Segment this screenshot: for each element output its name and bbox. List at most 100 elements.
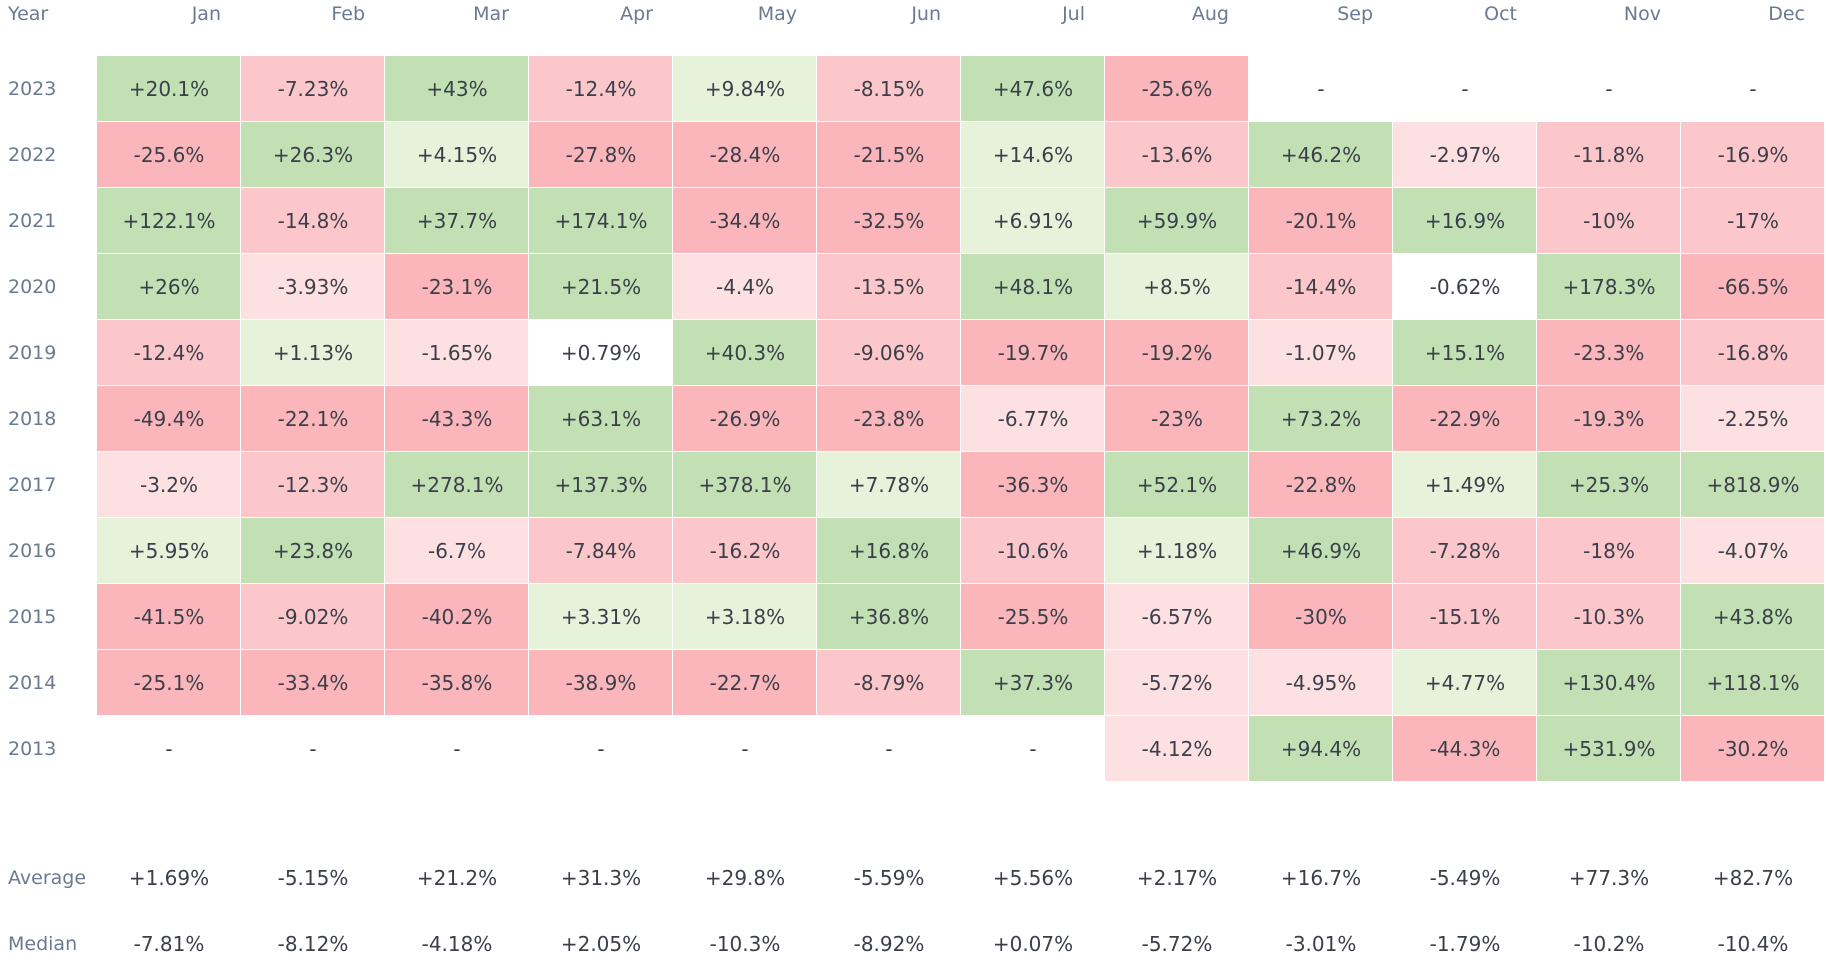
cell-value: -4.07% [1718,539,1789,563]
cell-value: -20.1% [1286,209,1357,233]
cell-value: -4.4% [716,275,774,299]
heatmap-cell [1105,188,1248,253]
heatmap-cell [385,452,528,517]
heatmap-cell [1681,254,1824,319]
heatmap-cell [97,188,240,253]
heatmap-cell [817,188,960,253]
heatmap-cell [385,122,528,187]
heatmap-cell [961,320,1104,385]
summary-value: -7.81% [134,932,205,956]
heatmap-cell [1105,584,1248,649]
summary-value: +0.07% [993,932,1073,956]
cell-value: +40.3% [705,341,785,365]
heatmap-cell [1537,188,1680,253]
heatmap-cell [673,56,816,121]
summary-value: +1.69% [129,866,209,890]
cell-value: -23.3% [1574,341,1645,365]
heatmap-cell [1249,254,1392,319]
heatmap-cell [1393,518,1536,583]
cell-value: -22.9% [1430,407,1501,431]
heatmap-cell [961,584,1104,649]
cell-value: +46.2% [1281,143,1361,167]
row-label-2013: 2013 [8,738,56,760]
heatmap-cell [241,320,384,385]
summary-value: -5.59% [854,866,925,890]
heatmap-cell [961,56,1104,121]
cell-value: -9.06% [854,341,925,365]
cell-value: -10% [1583,209,1635,233]
cell-value: +4.15% [417,143,497,167]
heatmap-cell [385,650,528,715]
cell-value: +63.1% [561,407,641,431]
cell-value: -23.1% [422,275,493,299]
cell-value: -0.62% [1430,275,1501,299]
heatmap-cell [673,452,816,517]
cell-value: - [1461,77,1468,101]
heatmap-cell [1393,584,1536,649]
heatmap-cell [97,386,240,451]
cell-value: +174.1% [554,209,647,233]
cell-value: +118.1% [1706,671,1799,695]
cell-value: - [1749,77,1756,101]
summary-value: +31.3% [561,866,641,890]
cell-value: -10.6% [998,539,1069,563]
cell-value: +26.3% [273,143,353,167]
heatmap-cell [1105,386,1248,451]
cell-value: +26% [138,275,199,299]
column-header-jun: Jun [910,3,941,25]
cell-value: - [1317,77,1324,101]
cell-value: -13.5% [854,275,925,299]
heatmap-cell [385,320,528,385]
summary-value: -5.72% [1142,932,1213,956]
heatmap-cell [1249,584,1392,649]
heatmap-cell [1249,650,1392,715]
row-label-2017: 2017 [8,474,56,496]
heatmap-cell [1249,386,1392,451]
cell-value: +36.8% [849,605,929,629]
cell-value: +137.3% [554,473,647,497]
cell-value: +0.79% [561,341,641,365]
heatmap-cell [1393,452,1536,517]
summary-value: +5.56% [993,866,1073,890]
column-header-jan: Jan [191,3,221,25]
cell-value: -14.8% [278,209,349,233]
heatmap-cell [1681,650,1824,715]
column-header-aug: Aug [1192,3,1229,25]
heatmap-cell [241,386,384,451]
heatmap-cell [385,386,528,451]
cell-value: +73.2% [1281,407,1361,431]
cell-value: +378.1% [698,473,791,497]
heatmap-cell [241,188,384,253]
heatmap-cell [1249,122,1392,187]
column-header-jul: Jul [1061,3,1085,25]
cell-value: -49.4% [134,407,205,431]
cell-value: -23% [1151,407,1203,431]
heatmap-cell [529,188,672,253]
summary-value: +77.3% [1569,866,1649,890]
cell-value: -12.4% [134,341,205,365]
cell-value: -1.07% [1286,341,1357,365]
summary-value: +2.17% [1137,866,1217,890]
cell-value: +37.7% [417,209,497,233]
heatmap-cell [673,650,816,715]
cell-value: -15.1% [1430,605,1501,629]
heatmap-cell [97,254,240,319]
cell-value: -3.93% [278,275,349,299]
heatmap-cell [673,254,816,319]
heatmap-cell [1393,716,1536,781]
heatmap-cell [817,452,960,517]
cell-value: -27.8% [566,143,637,167]
heatmap-cell [241,518,384,583]
summary-label-average: Average [8,867,86,889]
cell-value: -16.2% [710,539,781,563]
summary-value: -5.15% [278,866,349,890]
cell-value: -7.23% [278,77,349,101]
heatmap-cell [1105,122,1248,187]
summary-value: -10.3% [710,932,781,956]
cell-value: +9.84% [705,77,785,101]
cell-value: -17% [1727,209,1779,233]
cell-value: - [309,737,316,761]
heatmap-cell [1681,518,1824,583]
heatmap-cell [97,452,240,517]
